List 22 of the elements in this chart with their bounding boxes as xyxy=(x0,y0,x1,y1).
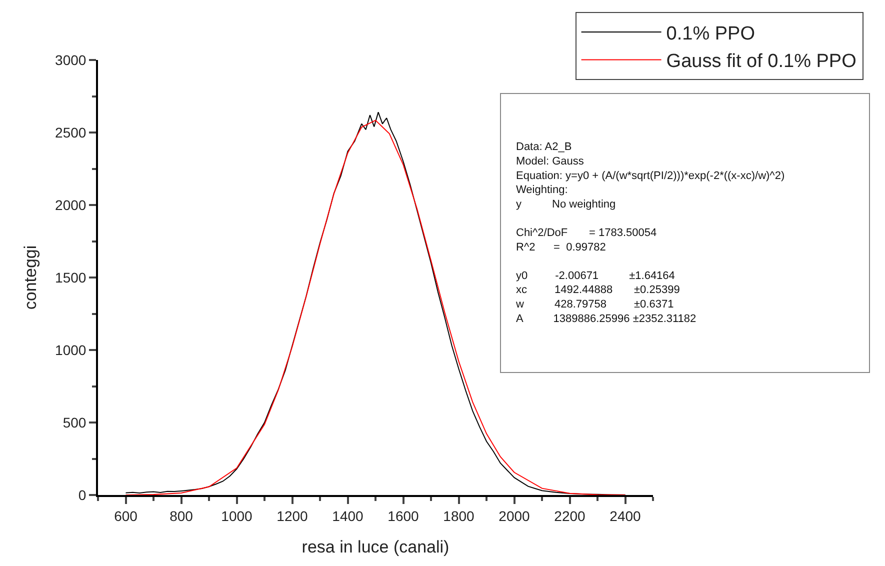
x-tick-label: 2000 xyxy=(498,508,530,524)
y-axis-title: conteggi xyxy=(21,245,40,310)
x-tick-label: 1000 xyxy=(221,508,253,524)
text: Data: A2_B Model: Gauss Equation: y=y0 + (A/(w*sqrt(PI/2)))*exp(-2*((x-xc)/w)^2) Weighting: y No weighting Chi^2/DoF = 1783.50054 R^2 = 0.99782 y0 -2.00671 ±1.64164 xc 1492.44888 ±0.25399 w 428.79758 ±0.6371 A 1389886.25996 ±2352.31182 xyxy=(516,141,785,325)
y-tick-label: 2500 xyxy=(55,124,86,140)
y-tick-label: 1000 xyxy=(55,342,86,358)
x-tick-label: 1200 xyxy=(276,508,308,524)
y-tick-label: 2000 xyxy=(55,196,86,213)
x-tick-label: 2400 xyxy=(610,508,642,524)
x-tick-label: 2200 xyxy=(554,508,586,524)
legend-label: 0.1% PPO xyxy=(666,23,756,44)
y-tick-label: 3000 xyxy=(55,52,86,68)
legend-label: Gauss fit of 0.1% PPO xyxy=(666,51,856,72)
x-tick-label: 1400 xyxy=(332,508,364,524)
y-tick-label: 0 xyxy=(78,486,86,503)
x-tick-label: 1800 xyxy=(443,508,475,524)
y-tick-label: 500 xyxy=(62,414,86,430)
x-axis-title: resa in luce (canali) xyxy=(302,538,450,557)
x-tick-label: 600 xyxy=(114,508,138,524)
x-tick-label: 800 xyxy=(170,508,194,524)
y-tick-label: 1500 xyxy=(55,269,86,286)
x-tick-label: 1600 xyxy=(388,508,420,524)
